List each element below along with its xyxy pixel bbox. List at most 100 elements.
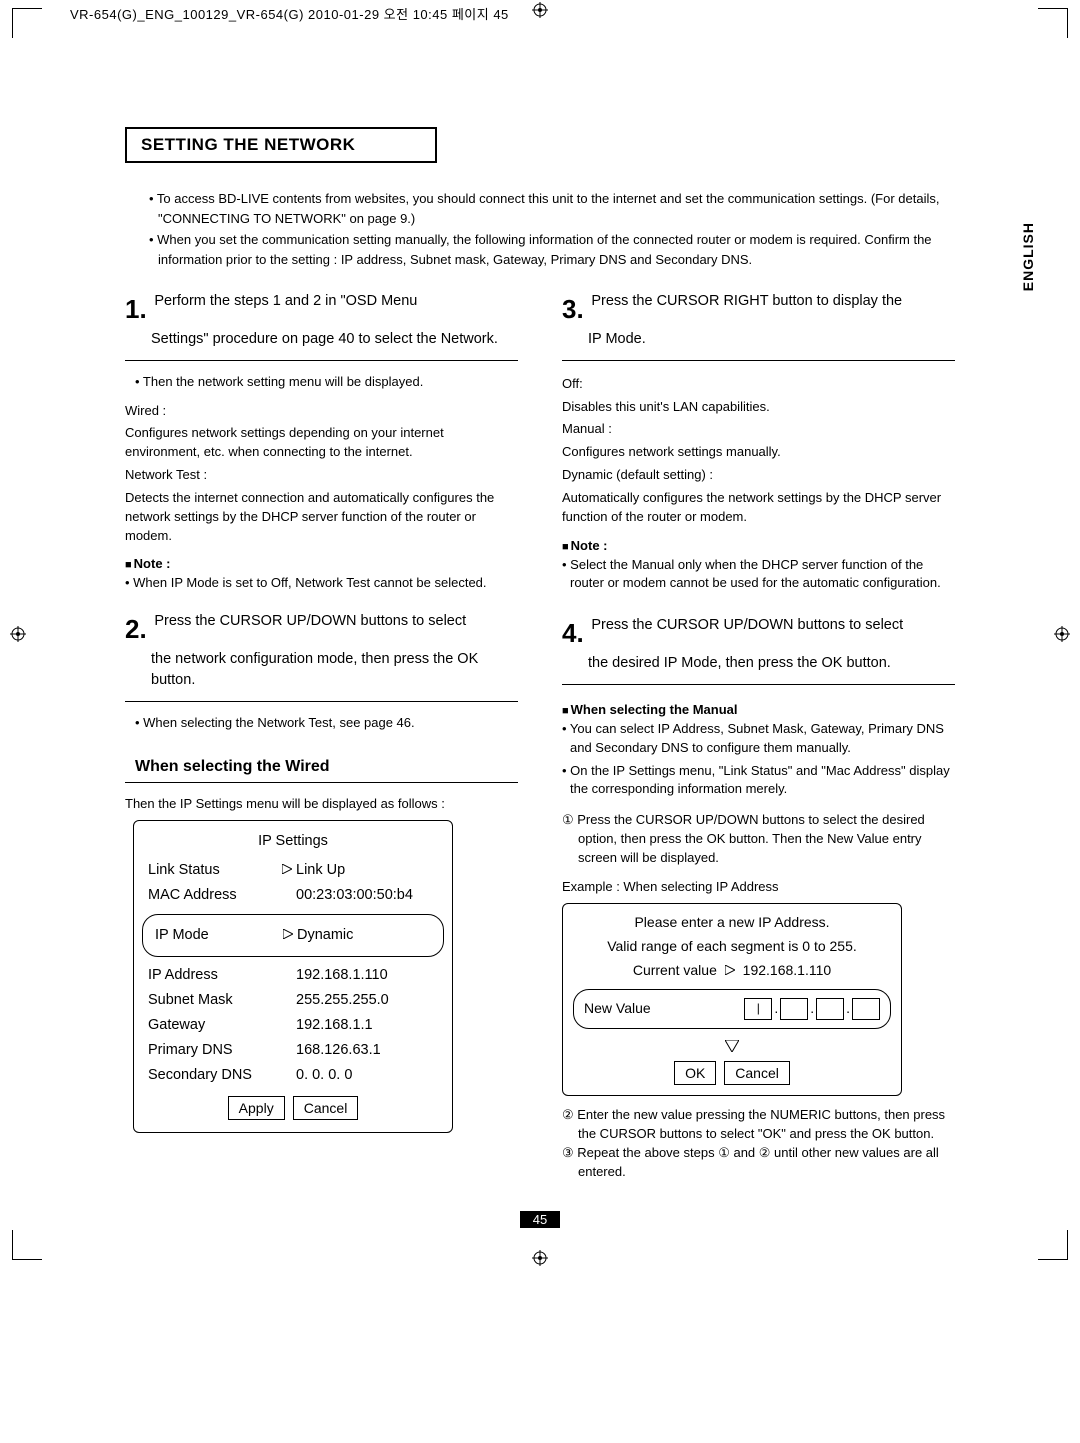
panel-line: Valid range of each segment is 0 to 255. — [573, 936, 891, 956]
ip-row: Secondary DNS 0. 0. 0. 0 — [148, 1065, 438, 1086]
row-label: IP Address — [148, 965, 278, 986]
step-4: 4. Press the CURSOR UP/DOWN buttons to s… — [562, 615, 955, 685]
ip-row: Link Status Link Up — [148, 860, 438, 881]
subsection-text: Then the IP Settings menu will be displa… — [125, 795, 518, 814]
segment-input[interactable] — [780, 998, 808, 1020]
intro-bullets: • To access BD-LIVE contents from websit… — [125, 189, 955, 269]
cancel-button[interactable]: Cancel — [293, 1096, 359, 1120]
mode-label: Dynamic (default setting) : — [562, 466, 955, 485]
left-column: 1. Perform the steps 1 and 2 in "OSD Men… — [125, 291, 518, 1181]
step-number: 4. — [562, 615, 584, 653]
button-row: Apply Cancel — [148, 1096, 438, 1120]
circled-step: ③ Repeat the above steps ① and ② until o… — [562, 1144, 955, 1182]
section-title-box: SETTING THE NETWORK — [125, 127, 437, 163]
crop-mark — [1067, 1230, 1068, 1260]
button-row: OK Cancel — [573, 1061, 891, 1085]
section-title: SETTING THE NETWORK — [141, 135, 355, 154]
row-value: 192.168.1.110 — [296, 965, 438, 986]
page-root: VR-654(G)_ENG_100129_VR-654(G) 2010-01-2… — [0, 0, 1080, 1268]
row-value: 0. 0. 0. 0 — [296, 1065, 438, 1086]
dot: . — [810, 998, 814, 1018]
step-text: the network configuration mode, then pre… — [125, 649, 518, 691]
step-text: Press the CURSOR UP/DOWN buttons to sele… — [591, 617, 903, 633]
right-column: 3. Press the CURSOR RIGHT button to disp… — [562, 291, 955, 1181]
dot: . — [774, 998, 778, 1018]
registration-mark-icon — [1054, 626, 1070, 642]
intro-bullet: • To access BD-LIVE contents from websit… — [149, 189, 955, 228]
ip-row: Subnet Mask 255.255.255.0 — [148, 990, 438, 1011]
ip-row: Primary DNS 168.126.63.1 — [148, 1040, 438, 1061]
mode-desc: Automatically configures the network set… — [562, 489, 955, 527]
bullet: • Then the network setting menu will be … — [125, 373, 518, 392]
row-label: Gateway — [148, 1015, 278, 1036]
segment-inputs: |. . . — [744, 998, 880, 1020]
mode-desc: Configures network settings manually. — [562, 443, 955, 462]
example-label: Example : When selecting IP Address — [562, 878, 955, 897]
row-label: Link Status — [148, 860, 278, 881]
triangle-down-icon — [573, 1037, 891, 1057]
cancel-button[interactable]: Cancel — [724, 1061, 790, 1085]
step-number: 1. — [125, 291, 147, 329]
row-label: Primary DNS — [148, 1040, 278, 1061]
row-value: Dynamic — [297, 925, 437, 946]
row-value: 168.126.63.1 — [296, 1040, 438, 1061]
step-1: 1. Perform the steps 1 and 2 in "OSD Men… — [125, 291, 518, 361]
step-text: Settings" procedure on page 40 to select… — [125, 329, 518, 350]
note-heading: Note : — [125, 555, 518, 574]
bullet: • When selecting the Network Test, see p… — [125, 714, 518, 733]
current-value-row: Current value 192.168.1.110 — [573, 960, 891, 980]
row-label: Secondary DNS — [148, 1065, 278, 1086]
crop-mark — [12, 1230, 13, 1260]
description: Detects the internet connection and auto… — [125, 489, 518, 546]
row-value: 00:23:03:00:50:b4 — [296, 885, 438, 906]
row-value: 255.255.255.0 — [296, 990, 438, 1011]
panel-line: Please enter a new IP Address. — [573, 912, 891, 932]
circled-step: ② Enter the new value pressing the NUMER… — [562, 1106, 955, 1144]
ip-row: Gateway 192.168.1.1 — [148, 1015, 438, 1036]
apply-button[interactable]: Apply — [228, 1096, 285, 1120]
segment-input[interactable] — [816, 998, 844, 1020]
panel-title: IP Settings — [148, 831, 438, 852]
registration-mark-icon — [10, 626, 26, 642]
ok-button[interactable]: OK — [674, 1061, 716, 1085]
crop-mark — [12, 8, 42, 9]
crop-mark — [1038, 8, 1068, 9]
step-number: 2. — [125, 611, 147, 649]
step-text: Perform the steps 1 and 2 in "OSD Menu — [154, 293, 417, 309]
step-text: Press the CURSOR UP/DOWN buttons to sele… — [154, 613, 466, 629]
mode-label: Off: — [562, 375, 955, 394]
crop-mark — [12, 8, 13, 38]
description: Configures network settings depending on… — [125, 424, 518, 462]
intro-bullet: • When you set the communication setting… — [149, 230, 955, 269]
crop-mark — [1067, 8, 1068, 38]
new-ip-panel: Please enter a new IP Address. Valid ran… — [562, 903, 902, 1096]
step-text: IP Mode. — [562, 329, 955, 350]
row-label: Subnet Mask — [148, 990, 278, 1011]
row-label: IP Mode — [149, 925, 279, 946]
mode-list: Off: Disables this unit's LAN capabiliti… — [562, 375, 955, 527]
label: Network Test : — [125, 466, 518, 485]
page-number: 45 — [520, 1211, 560, 1228]
mode-label: Manual : — [562, 420, 955, 439]
two-column-layout: 1. Perform the steps 1 and 2 in "OSD Men… — [125, 291, 955, 1181]
step-number: 3. — [562, 291, 584, 329]
manual-heading: When selecting the Manual — [562, 701, 955, 720]
note-item: • Select the Manual only when the DHCP s… — [562, 556, 955, 594]
row-value: Link Up — [296, 860, 438, 881]
segment-input[interactable] — [852, 998, 880, 1020]
step-3: 3. Press the CURSOR RIGHT button to disp… — [562, 291, 955, 361]
step-text: Press the CURSOR RIGHT button to display… — [591, 293, 902, 309]
label: Wired : — [125, 402, 518, 421]
segment-input[interactable]: | — [744, 998, 772, 1020]
note-heading: Note : — [562, 537, 955, 556]
bullet: • On the IP Settings menu, "Link Status"… — [562, 762, 955, 800]
label: New Value — [584, 998, 651, 1018]
subsection-heading: When selecting the Wired — [125, 749, 518, 783]
mode-desc: Disables this unit's LAN capabilities. — [562, 398, 955, 417]
row-label: MAC Address — [148, 885, 278, 906]
triangle-right-icon — [725, 960, 735, 980]
triangle-right-icon — [283, 925, 293, 946]
triangle-right-icon — [282, 860, 292, 881]
ip-row: IP Address 192.168.1.110 — [148, 965, 438, 986]
new-value-row: New Value |. . . — [573, 989, 891, 1029]
